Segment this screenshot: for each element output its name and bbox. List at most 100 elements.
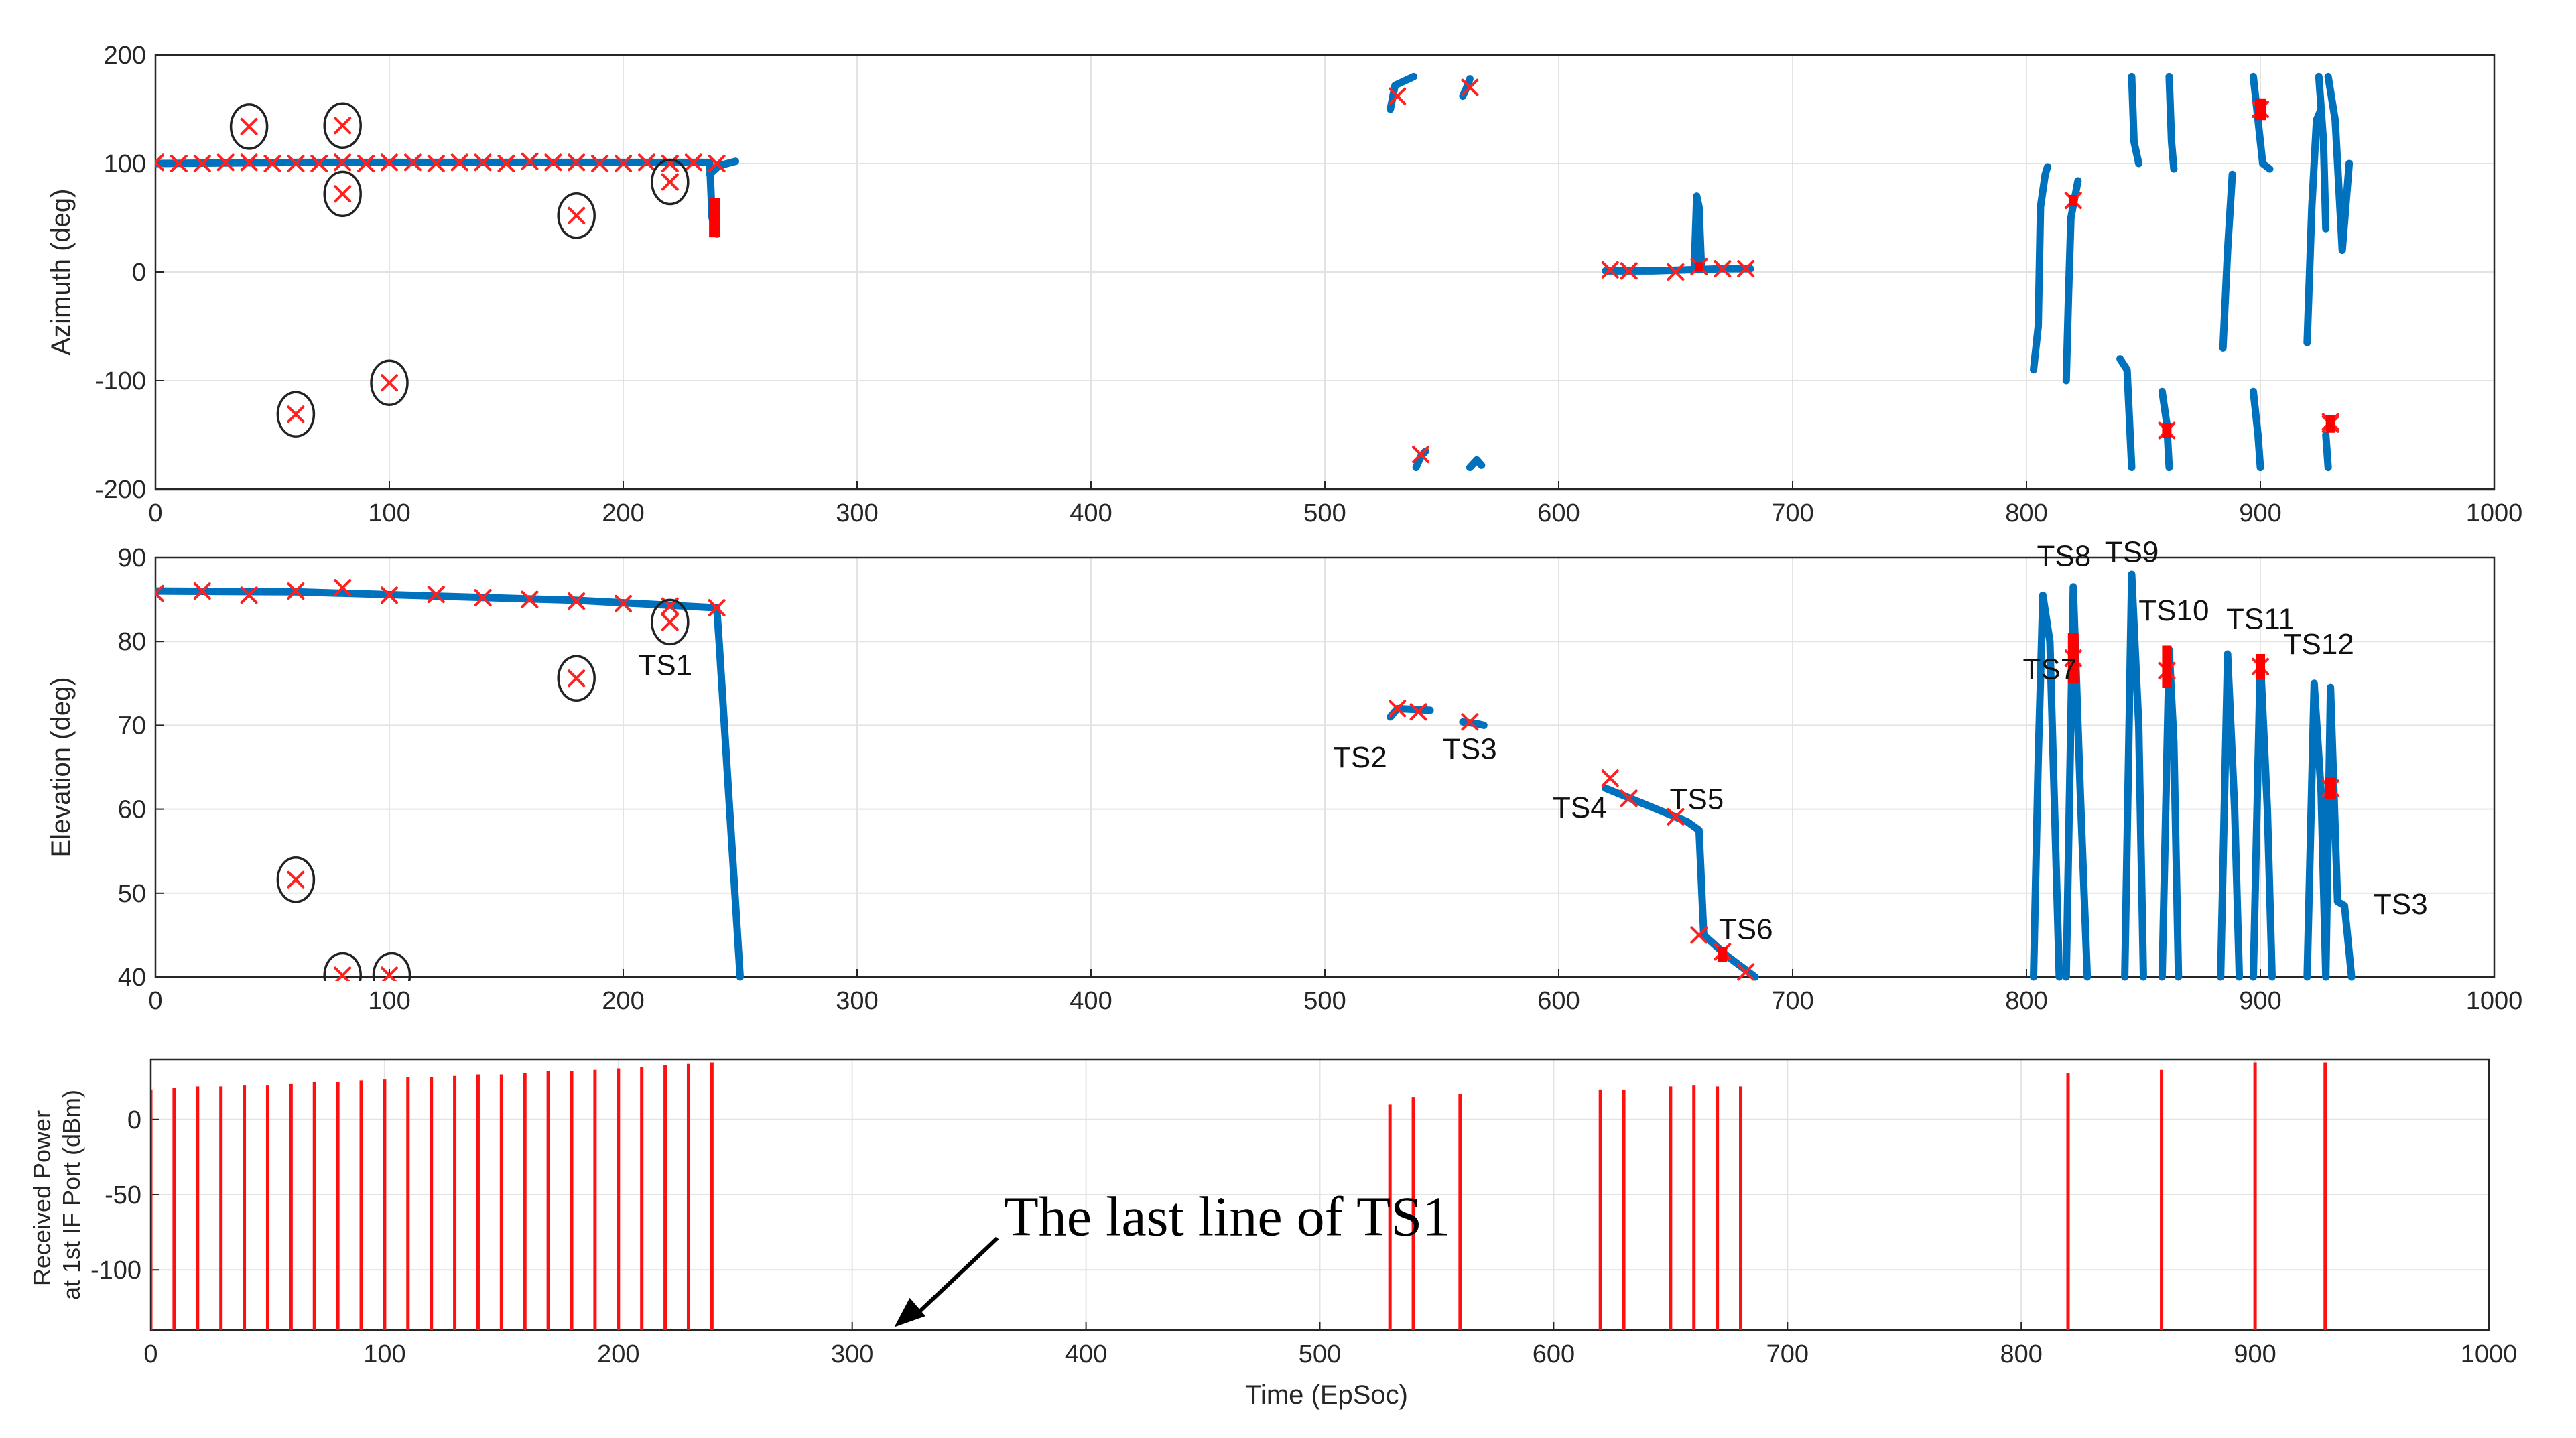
elevation-outlier-circle — [557, 655, 596, 702]
azimuth-outlier-circle — [276, 391, 316, 438]
elevation-y-tick-label: 70 — [118, 712, 146, 740]
elevation-measured-point — [1737, 963, 1755, 981]
azimuth-measured-point — [521, 152, 539, 170]
elevation-measured-point — [287, 582, 305, 600]
azimuth-measured-point — [661, 155, 679, 172]
azimuth-marker-cluster — [2069, 194, 2077, 206]
power-y-label-line-2: at 1st IF Port (dBm) — [58, 1090, 85, 1300]
azimuth-measured-point — [1714, 260, 1732, 278]
elevation-marker-cluster — [2162, 645, 2172, 688]
elevation-marker-stroke — [287, 582, 305, 600]
azimuth-marker-stroke — [334, 185, 352, 203]
azimuth-y-tick-label: -200 — [95, 476, 146, 504]
azimuth-marker-stroke — [684, 153, 702, 172]
elevation-measured-point — [381, 586, 398, 604]
azimuth-track-segment — [2030, 163, 2051, 374]
azimuth-measured-point — [1620, 262, 1638, 280]
azimuth-marker-cluster — [2162, 423, 2172, 438]
azimuth-measured-point — [334, 185, 352, 203]
elevation-measured-point — [568, 669, 586, 688]
elevation-y-tick-label: 40 — [118, 964, 146, 992]
azimuth-marker-stroke — [287, 155, 305, 172]
power-y-label-line-1: Received Power — [28, 1110, 56, 1286]
azimuth-marker-stroke — [474, 153, 492, 172]
azimuth-y-tick-label: -100 — [95, 367, 146, 395]
callout-arrow-head — [894, 1297, 926, 1327]
elevation-measured-point — [1667, 807, 1685, 826]
elevation-marker-stroke — [334, 579, 352, 597]
azimuth-x-tick-label: 600 — [1537, 499, 1580, 527]
ts-annotation: TS12 — [2284, 628, 2354, 661]
elevation-measured-point — [334, 579, 352, 597]
azimuth-marker-stroke — [1737, 260, 1755, 278]
azimuth-x-tick-label: 200 — [602, 499, 644, 527]
azimuth-y-tick-label: 100 — [104, 150, 146, 178]
azimuth-track-segment — [1466, 456, 1486, 472]
azimuth-marker-stroke — [568, 206, 586, 224]
azimuth-track-segment — [1387, 72, 1418, 113]
elevation-marker-stroke — [381, 586, 398, 604]
elevation-marker-stroke — [155, 592, 164, 602]
elevation-marker-cluster — [1718, 946, 1728, 962]
azimuth-measured-point — [170, 155, 188, 172]
elevation-marker-stroke — [1461, 713, 1479, 731]
azimuth-measured-point — [661, 173, 679, 191]
azimuth-marker-stroke — [708, 155, 726, 172]
elevation-measured-point — [1389, 700, 1407, 718]
azimuth-marker-stroke — [334, 117, 352, 135]
ts-annotation: TS2 — [1333, 741, 1387, 774]
power-y-label: Received Power at 1st IF Port (dBm) — [28, 1090, 85, 1300]
azimuth-outlier-circle — [370, 359, 409, 406]
elevation-measured-point — [287, 870, 305, 889]
azimuth-marker-stroke — [381, 374, 398, 392]
azimuth-measured-point — [381, 374, 398, 392]
elevation-marker-stroke — [708, 599, 726, 617]
azimuth-measured-point — [240, 153, 258, 172]
elevation-measured-point — [661, 613, 679, 631]
azimuth-measured-point — [684, 153, 702, 172]
azimuth-marker-stroke — [1389, 87, 1407, 105]
elevation-marker-stroke — [1409, 703, 1427, 721]
azimuth-x-tick-label: 100 — [368, 499, 410, 527]
azimuth-track-segment — [2116, 355, 2136, 472]
elevation-marker-stroke — [661, 613, 679, 631]
ts-annotation: TS3 — [1443, 732, 1497, 765]
ts-annotation: TS8 — [2037, 540, 2091, 573]
azimuth-track-segment — [2219, 170, 2236, 352]
azimuth-measured-point — [708, 155, 726, 172]
azimuth-x-tick-label: 300 — [836, 499, 878, 527]
azimuth-measured-point — [403, 153, 422, 172]
azimuth-panel: 0 100 200 300 400 500 600 700 800 900 10002001000-… — [46, 42, 2522, 527]
azimuth-x-tick-label: 1000 — [2466, 499, 2523, 527]
azimuth-marker-stroke — [310, 155, 328, 172]
power-x-tick-label: 400 — [1065, 1340, 1107, 1368]
azimuth-measured-point — [1667, 263, 1685, 281]
azimuth-marker-cluster — [709, 198, 720, 238]
azimuth-marker-stroke — [591, 155, 609, 172]
azimuth-marker-stroke — [637, 153, 655, 172]
azimuth-track-segment — [2250, 72, 2274, 173]
azimuth-measured-point — [155, 153, 164, 172]
elevation-marker-cluster — [2067, 633, 2079, 683]
elevation-marker-stroke — [427, 586, 445, 604]
azimuth-measured-point — [568, 206, 586, 224]
elevation-marker-stroke — [287, 870, 305, 889]
azimuth-x-tick-label: 700 — [1771, 499, 1813, 527]
azimuth-marker-stroke — [450, 153, 468, 172]
elevation-x-tick-label: 600 — [1537, 987, 1580, 1015]
azimuth-marker-stroke — [1412, 446, 1430, 464]
azimuth-measured-point — [193, 155, 211, 172]
azimuth-marker-stroke — [381, 153, 398, 172]
azimuth-measured-point — [637, 153, 655, 172]
azimuth-marker-stroke — [1667, 263, 1685, 281]
azimuth-measured-point — [287, 405, 305, 423]
azimuth-y-tick-label: 200 — [104, 42, 146, 70]
elevation-track-segment — [2121, 570, 2147, 981]
azimuth-measured-point — [1389, 87, 1407, 105]
azimuth-measured-point — [1461, 78, 1479, 96]
azimuth-marker-stroke — [334, 153, 352, 172]
power-x-tick-label: 0 — [143, 1340, 157, 1368]
azimuth-track-segment — [2062, 177, 2082, 385]
azimuth-measured-point — [591, 155, 609, 172]
